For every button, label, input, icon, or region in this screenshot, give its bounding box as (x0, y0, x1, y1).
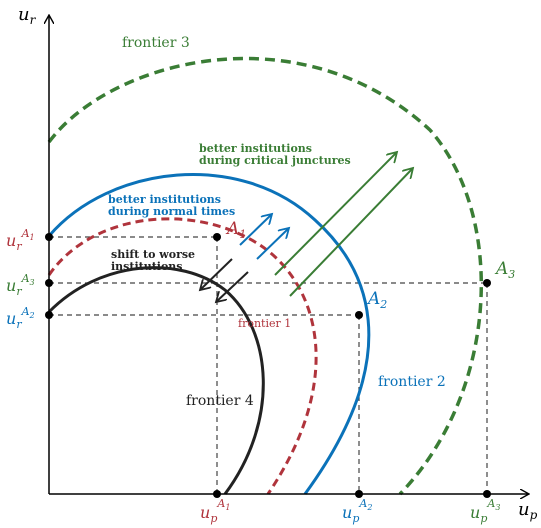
x-axis-label-sub: p (530, 508, 538, 522)
x-tick-a2-main: u (342, 503, 352, 522)
tick-x-a1 (213, 490, 221, 498)
point-label-a3-main: A (494, 259, 508, 279)
point-a2 (355, 311, 363, 319)
x-tick-a1-sub: p (210, 512, 217, 525)
x-tick-a3-pt-sub: 3 (495, 503, 500, 512)
y-tick-a1-pt: A (21, 227, 30, 240)
frontier-4-label: frontier 4 (186, 393, 254, 409)
point-label-a1-main: A (225, 219, 239, 239)
x-axis-label: up (518, 499, 538, 522)
worse-institutions-annotation-line1: shift to worse (111, 248, 195, 261)
tick-x-a2 (355, 490, 363, 498)
point-a3 (483, 279, 491, 287)
y-tick-label-a3: urA3 (6, 272, 35, 298)
point-label-a1: A1 (225, 219, 246, 241)
frontier-1-label: frontier 1 (238, 317, 291, 330)
y-axis-label: ur (18, 4, 37, 27)
critical-juncture-annotation-line1: better institutions (199, 142, 312, 155)
black-arrow-1 (200, 258, 233, 290)
frontier-2-label: frontier 2 (378, 374, 446, 390)
point-label-a3-sub: 3 (508, 268, 515, 281)
x-tick-a1-main: u (200, 503, 210, 522)
y-tick-a3-main: u (6, 276, 16, 295)
y-axis-label-main: u (18, 4, 30, 25)
y-tick-label-a1: urA1 (6, 227, 35, 253)
y-tick-a2-main: u (6, 309, 16, 328)
x-tick-a2-sub: p (352, 512, 359, 525)
y-tick-a2-sub: r (16, 318, 22, 331)
blue-arrow-1 (239, 214, 272, 246)
x-tick-label-a3: upA3 (470, 497, 500, 525)
point-a1 (213, 233, 221, 241)
x-tick-a3-pt: A (486, 497, 495, 510)
tick-y-a3 (45, 279, 53, 287)
x-tick-a3-main: u (470, 503, 480, 522)
black-arrow-2 (216, 271, 249, 302)
point-label-a2: A2 (366, 289, 387, 311)
point-label-a3: A3 (494, 259, 515, 281)
worse-institutions-arrows (200, 258, 249, 302)
frontier-4-curve (47, 266, 265, 495)
tick-y-a2 (45, 311, 53, 319)
frontier-2-curve (47, 173, 371, 495)
x-tick-label-a1: upA1 (200, 497, 230, 525)
y-tick-a1-sub: r (16, 240, 22, 253)
y-tick-a3-pt-sub: 3 (30, 278, 35, 287)
x-tick-a2-pt-sub: 2 (366, 503, 372, 512)
frontier-3-label: frontier 3 (122, 35, 190, 51)
normal-times-arrows (239, 214, 289, 260)
green-arrow-1 (274, 152, 397, 276)
x-axis-label-main: u (518, 499, 530, 520)
y-tick-a2-pt-sub: 2 (29, 311, 35, 320)
x-tick-a3-sub: p (480, 512, 487, 525)
x-tick-a1-pt-sub: 1 (225, 503, 230, 512)
tick-x-a3 (483, 490, 491, 498)
x-tick-a2-pt: A (358, 497, 367, 510)
worse-institutions-annotation-line2: institutions (111, 260, 183, 273)
points (45, 233, 491, 498)
normal-times-annotation-line2: during normal times (108, 205, 235, 218)
blue-arrow-2 (256, 228, 289, 260)
y-tick-a1-pt-sub: 1 (30, 233, 35, 242)
tick-y-a1 (45, 233, 53, 241)
point-label-a2-main: A (366, 289, 380, 309)
y-tick-a2-pt: A (21, 305, 30, 318)
point-label-a1-sub: 1 (239, 228, 246, 241)
y-tick-label-a2: urA2 (6, 305, 35, 331)
critical-juncture-arrows (274, 152, 413, 297)
critical-juncture-annotation-line2: during critical junctures (199, 154, 351, 167)
green-arrow-2 (289, 168, 413, 297)
frontier-3-curve (47, 56, 483, 496)
x-tick-label-a2: upA2 (342, 497, 372, 525)
y-tick-a3-sub: r (16, 285, 22, 298)
x-tick-a1-pt: A (216, 497, 225, 510)
normal-times-annotation-line1: better institutions (108, 193, 221, 206)
y-tick-a1-main: u (6, 231, 16, 250)
y-tick-a3-pt: A (21, 272, 30, 285)
y-axis-label-sub: r (30, 13, 37, 27)
reference-lines (49, 236, 488, 494)
point-label-a2-sub: 2 (379, 298, 387, 311)
frontier-1-curve (47, 217, 318, 495)
